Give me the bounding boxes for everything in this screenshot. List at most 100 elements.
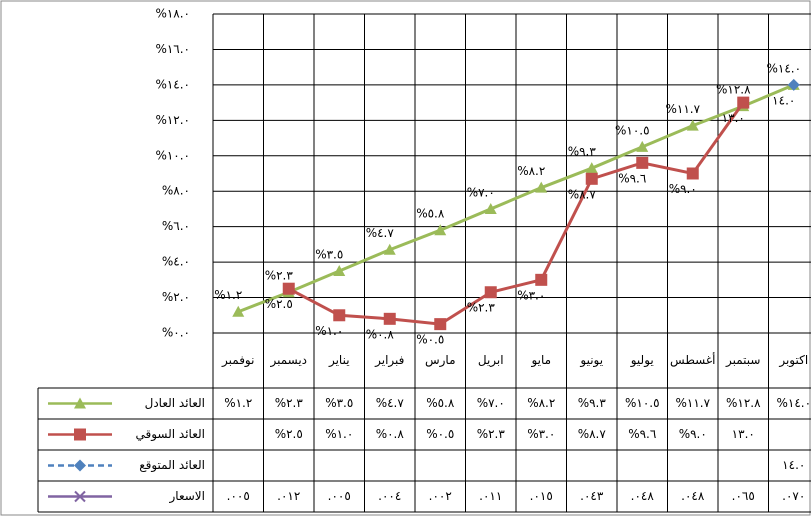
table-cell: %٣.٠ [527,427,555,441]
point [636,156,649,169]
legend-label: العائد العادل [145,396,205,410]
y-tick-label: %١٦.٠ [155,42,190,56]
table-cell: .٠٠٥ [227,489,250,503]
data-label: %١٤.٠ [766,61,801,75]
table-cell: %٥.٨ [426,396,455,410]
point [585,172,598,185]
y-tick-label: %١٠.٠ [155,148,190,162]
table-cell: ١٣.٠ [732,427,755,441]
legend-marker [74,490,86,503]
table-cell: %١.٢ [224,396,252,410]
data-label: %٤.٧ [366,226,395,240]
x-tick-label: مارس [425,353,456,368]
table-cell: %٤.٧ [376,396,405,410]
point [535,181,548,193]
table-cell: %٨.٧ [578,427,607,441]
legend-marker [74,428,86,441]
table-cell: ١٤.٠ [782,458,805,472]
point [232,305,245,317]
point [383,243,396,255]
table-cell: %٢.٣ [477,427,506,441]
point [383,312,396,325]
table-cell: %٩.٣ [578,396,607,410]
series-line [288,101,745,326]
table-cell: %١٢.٨ [726,396,761,410]
x-tick-label: سبتمبر [725,353,760,368]
y-tick-label: %١٨.٠ [155,7,190,21]
y-tick-label: %٢.٠ [162,290,190,304]
table-cell: .٠٠٤ [378,489,401,503]
point [686,119,699,131]
data-label: %٠.٥ [416,333,444,347]
data-label: %٩.٦ [618,171,646,185]
legend-label: الاسعار [169,489,205,504]
data-label: %٢.٣ [265,269,294,283]
table-cell: %٩.٠ [679,427,707,441]
point [484,202,497,214]
table-cell: %١.٠ [325,427,353,441]
point [434,318,447,331]
data-label: %٧.٠ [467,185,495,199]
data-label: %٢.٥ [265,297,293,311]
point [535,273,548,286]
x-tick-label: يونيو [579,353,603,368]
point [434,224,447,236]
legend-label: العائد السوقي [135,427,205,442]
x-tick-label: نوفمبر [221,353,254,368]
table-cell: %١٠.٥ [625,396,660,410]
x-tick-label: يوليو [630,353,654,368]
data-label: %١١.٧ [665,102,700,116]
table-cell: %٣.٥ [325,396,353,410]
point [484,286,497,299]
point [787,78,800,91]
table-cell: .٠٤٣ [580,489,604,503]
legend-marker [74,397,86,409]
y-tick-label: %١٢.٠ [155,113,190,127]
data-label: %٣.٥ [315,247,343,261]
table-cell: %٠.٥ [426,427,454,441]
data-label: %١٠.٥ [615,123,650,137]
y-tick-label: %٤.٠ [162,255,190,269]
x-tick-label: ابريل [478,353,504,368]
point [585,162,598,174]
y-tick-label: %٦.٠ [162,219,190,233]
data-label: %٩.٠ [669,182,697,196]
point [333,309,346,322]
x-tick-label: اكتوبر [778,353,808,368]
table-cell: .٠٠٥ [328,489,351,503]
table-cell: %١١.٧ [675,396,710,410]
data-label: %٨.٧ [568,187,597,201]
point [282,282,295,295]
table-cell: %٢.٥ [275,427,303,441]
point [686,167,699,180]
point [333,264,346,276]
x-tick-label: يناير [328,353,350,368]
table-cell: .٠٤٨ [631,489,655,503]
table-cell: .٠١٥ [530,489,553,503]
data-label: ١٣.٠ [722,111,745,125]
x-tick-label: فبراير [374,353,404,368]
data-label: ١٤.٠ [772,93,795,107]
table-cell: %٩.٦ [628,427,656,441]
y-tick-label: %٠.٠ [162,326,190,340]
x-tick-label: أغسطس [670,352,715,368]
y-tick-label: %١٤.٠ [155,77,190,91]
table-cell: %٠.٨ [376,427,405,441]
data-label: %١.٠ [315,324,343,338]
data-label: %٢.٣ [467,301,496,315]
table-cell: %٨.٢ [527,396,555,410]
data-label: %٩.٣ [568,145,597,159]
point [636,140,649,152]
legend-marker [74,459,86,472]
data-label: %٣.٠ [517,288,545,302]
x-tick-label: ديسمبر [269,353,307,368]
table-cell: %١٤.٠ [776,396,811,410]
table-cell: .٠٤٨ [681,489,705,503]
y-tick-label: %٨.٠ [162,184,190,198]
table-cell: %٢.٣ [275,396,304,410]
table-cell: .٠١١ [479,489,502,503]
